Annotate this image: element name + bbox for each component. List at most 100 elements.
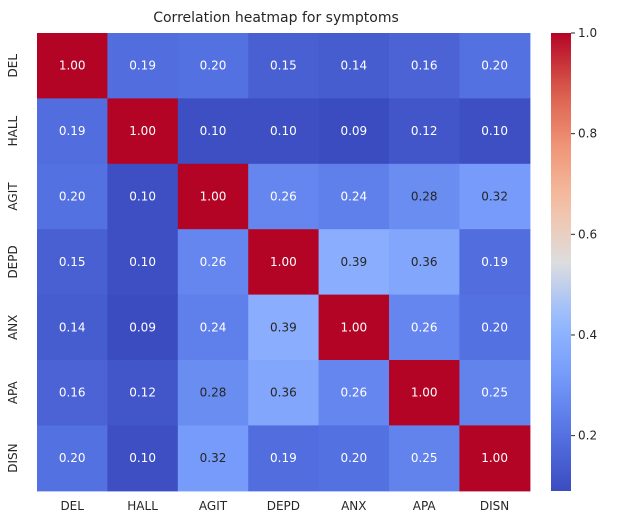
x-tick-label: HALL [127, 499, 158, 513]
cell-value-label: 0.36 [270, 386, 297, 400]
cell-value-label: 0.39 [340, 255, 367, 269]
cell-value-label: 1.00 [411, 386, 438, 400]
x-tick-label: AGIT [199, 499, 228, 513]
heatmap-cell [37, 294, 108, 361]
cell-value-label: 0.20 [481, 59, 508, 73]
heatmap-cell [37, 229, 108, 296]
heatmap-cell [248, 163, 320, 230]
cell-value-label: 0.26 [200, 255, 227, 269]
heatmap-cell [459, 33, 531, 99]
cell-value-label: 0.10 [129, 190, 156, 204]
cell-value-label: 0.24 [200, 320, 227, 334]
cell-value-label: 0.12 [129, 386, 156, 400]
cell-value-label: 0.10 [129, 255, 156, 269]
cell-value-label: 1.00 [340, 320, 367, 334]
cell-value-label: 0.28 [411, 190, 438, 204]
cell-value-label: 0.20 [59, 451, 86, 465]
heatmap-cell [459, 229, 531, 296]
cell-value-label: 1.00 [270, 255, 297, 269]
heatmap-cell [177, 33, 249, 99]
y-tick-label: ANX [6, 315, 20, 340]
x-tick-label: DEL [60, 499, 84, 513]
cell-value-label: 0.19 [481, 255, 508, 269]
cell-value-label: 0.32 [200, 451, 227, 465]
heatmap-cell [389, 163, 460, 230]
y-tick-label: AGIT [6, 182, 20, 211]
heatmap-cell [389, 98, 460, 165]
cell-value-label: 0.20 [59, 190, 86, 204]
heatmap-cell [107, 33, 179, 99]
x-tick-label: APA [413, 499, 437, 513]
cell-value-label: 0.20 [200, 59, 227, 73]
heatmap-cell [389, 229, 460, 296]
heatmap-cell [459, 98, 531, 165]
chart-title: Correlation heatmap for symptoms [153, 10, 399, 26]
heatmap-cells [37, 33, 531, 492]
cell-value-label: 0.26 [340, 386, 367, 400]
heatmap-cell [248, 360, 320, 426]
heatmap-cell [389, 360, 460, 426]
heatmap-cell [107, 229, 179, 296]
cell-value-label: 0.39 [270, 320, 297, 334]
heatmap-cell [318, 33, 390, 99]
cell-value-label: 0.25 [481, 386, 508, 400]
heatmap-cell [248, 33, 320, 99]
cell-value-label: 0.26 [411, 320, 438, 334]
cell-value-label: 0.09 [340, 124, 367, 138]
heatmap-cell [389, 294, 460, 361]
x-tick-label: DEPD [267, 499, 300, 513]
heatmap-cell [389, 33, 460, 99]
heatmap-cell [177, 294, 249, 361]
cell-value-label: 0.10 [481, 124, 508, 138]
cell-value-label: 0.10 [200, 124, 227, 138]
heatmap-cell [318, 163, 390, 230]
cell-value-label: 1.00 [481, 451, 508, 465]
heatmap-cell [248, 425, 320, 492]
colorbar-tick-label: 0.6 [578, 227, 597, 241]
x-tick-label: DISN [480, 499, 509, 513]
cell-value-label: 0.09 [129, 320, 156, 334]
heatmap-cell [37, 163, 108, 230]
heatmap-cell [107, 360, 179, 426]
cell-value-label: 0.20 [481, 320, 508, 334]
cell-value-label: 0.19 [270, 451, 297, 465]
y-tick-label: DISN [6, 443, 20, 472]
cell-value-label: 0.36 [411, 255, 438, 269]
cell-value-label: 0.32 [481, 190, 508, 204]
cell-value-label: 0.10 [270, 124, 297, 138]
heatmap-cell [177, 163, 249, 230]
cell-value-label: 1.00 [129, 124, 156, 138]
heatmap-cell [248, 98, 320, 165]
cell-value-label: 0.15 [59, 255, 86, 269]
heatmap-cell [107, 294, 179, 361]
heatmap-cell [107, 98, 179, 165]
colorbar: 0.2 0.4 0.6 0.8 1.0 [551, 26, 597, 491]
x-axis-tick-labels: DEL HALL AGIT DEPD ANX APA DISN [60, 499, 509, 513]
heatmap-cell [177, 229, 249, 296]
colorbar-tick-label: 0.4 [578, 328, 597, 342]
heatmap-cell [37, 33, 108, 99]
cell-value-label: 0.24 [340, 190, 367, 204]
heatmap-cell [318, 294, 390, 361]
heatmap-cell [177, 360, 249, 426]
heatmap-cell [389, 425, 460, 492]
colorbar-tick-label: 0.2 [578, 429, 597, 443]
heatmap-cell [248, 294, 320, 361]
y-tick-label: APA [6, 380, 20, 404]
y-tick-label: DEPD [6, 245, 20, 278]
y-tick-label: DEL [6, 54, 20, 78]
cell-value-label: 1.00 [200, 190, 227, 204]
cell-value-label: 0.12 [411, 124, 438, 138]
colorbar-tick-label: 0.8 [578, 127, 597, 141]
heatmap-cell [37, 425, 108, 492]
heatmap-cell [318, 98, 390, 165]
cell-value-label: 0.14 [340, 59, 367, 73]
cell-value-label: 0.15 [270, 59, 297, 73]
colorbar-tick-label: 1.0 [578, 26, 597, 40]
heatmap-cell [459, 360, 531, 426]
heatmap-cell [107, 425, 179, 492]
heatmap-cell [459, 163, 531, 230]
heatmap-cell [177, 425, 249, 492]
heatmap-cell [318, 360, 390, 426]
cell-value-label: 0.20 [340, 451, 367, 465]
